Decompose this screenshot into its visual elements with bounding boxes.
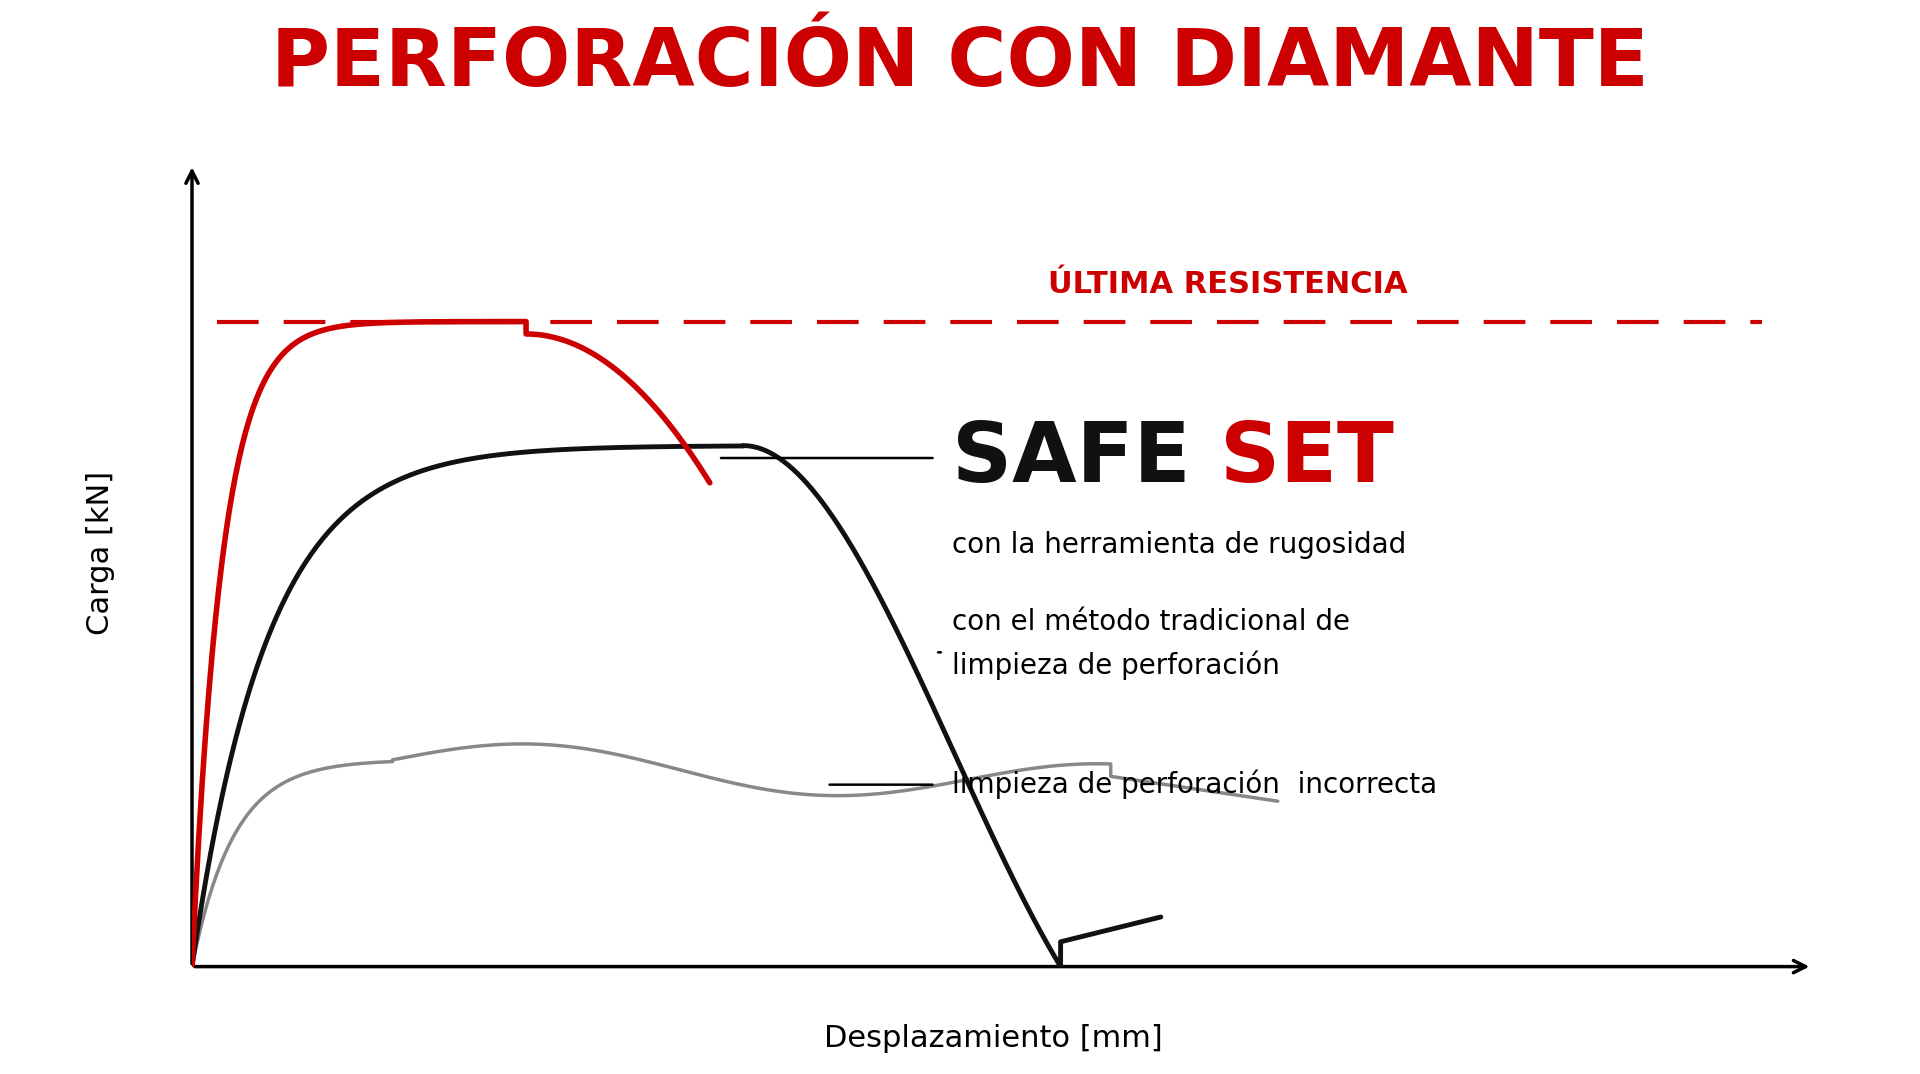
- Text: Carga [kN]: Carga [kN]: [86, 471, 115, 635]
- Text: PERFORACIÓN CON DIAMANTE: PERFORACIÓN CON DIAMANTE: [271, 26, 1649, 103]
- Text: SET: SET: [1219, 418, 1394, 498]
- Text: Desplazamiento [mm]: Desplazamiento [mm]: [824, 1025, 1164, 1054]
- Text: ÚLTIMA RESISTENCIA: ÚLTIMA RESISTENCIA: [1048, 270, 1407, 299]
- Text: con el método tradicional de
limpieza de perforación: con el método tradicional de limpieza de…: [952, 608, 1350, 680]
- Text: SAFE: SAFE: [952, 418, 1190, 498]
- Text: limpieza de perforación  incorrecta: limpieza de perforación incorrecta: [952, 770, 1438, 799]
- Text: con la herramienta de rugosidad: con la herramienta de rugosidad: [952, 531, 1405, 558]
